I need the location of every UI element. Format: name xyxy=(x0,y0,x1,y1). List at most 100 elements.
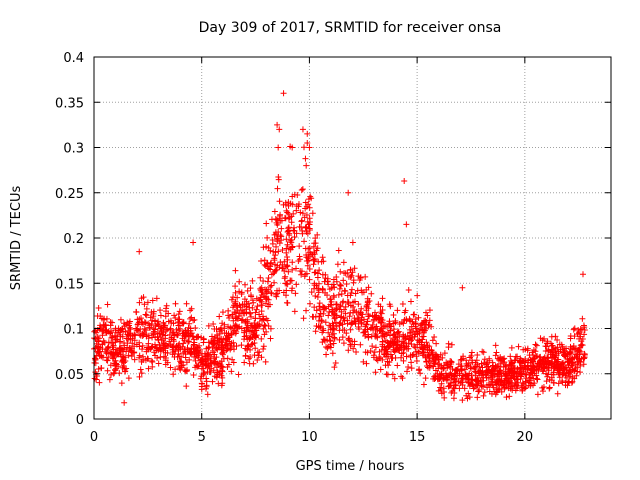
data-point xyxy=(209,344,216,351)
data-point xyxy=(301,144,308,151)
data-point xyxy=(241,336,248,343)
data-point xyxy=(319,303,326,310)
data-point xyxy=(289,259,296,266)
data-point xyxy=(518,360,525,367)
data-point xyxy=(372,330,379,337)
data-point xyxy=(448,359,455,366)
data-point xyxy=(175,316,182,323)
data-point xyxy=(172,366,179,373)
data-point xyxy=(407,318,414,325)
data-point xyxy=(139,353,146,360)
data-point xyxy=(347,326,354,333)
data-point xyxy=(539,388,546,395)
data-point xyxy=(143,305,150,312)
data-point xyxy=(498,382,505,389)
data-point xyxy=(274,236,281,243)
data-point xyxy=(198,386,205,393)
data-point xyxy=(272,216,279,223)
data-point xyxy=(439,354,446,361)
data-point xyxy=(312,269,319,276)
data-point xyxy=(350,345,357,352)
data-point xyxy=(463,357,470,364)
data-point xyxy=(109,339,116,346)
data-point xyxy=(560,349,567,356)
data-point xyxy=(232,283,239,290)
data-point xyxy=(475,368,482,375)
data-point xyxy=(131,349,138,356)
data-point xyxy=(459,284,466,291)
data-point xyxy=(358,320,365,327)
data-point xyxy=(258,335,265,342)
data-point xyxy=(287,238,294,245)
data-point xyxy=(208,365,215,372)
data-point xyxy=(236,323,243,330)
data-point xyxy=(343,330,350,337)
data-point xyxy=(144,299,151,306)
data-point xyxy=(548,333,555,340)
data-point xyxy=(376,315,383,322)
data-point xyxy=(423,309,430,316)
data-point xyxy=(263,243,270,250)
data-point xyxy=(239,307,246,314)
data-point xyxy=(283,280,290,287)
data-point xyxy=(102,321,109,328)
data-point xyxy=(262,322,269,329)
data-point xyxy=(420,381,427,388)
data-point xyxy=(426,362,433,369)
data-point xyxy=(234,315,241,322)
data-point xyxy=(341,287,348,294)
data-point xyxy=(303,162,310,169)
data-point xyxy=(285,215,292,222)
data-point xyxy=(315,317,322,324)
data-point xyxy=(260,244,267,251)
data-point xyxy=(145,355,152,362)
data-point xyxy=(264,234,271,241)
data-point xyxy=(200,370,207,377)
data-point xyxy=(265,275,272,282)
data-point xyxy=(488,378,495,385)
data-point xyxy=(186,356,193,363)
data-point xyxy=(340,277,347,284)
data-point xyxy=(194,363,201,370)
data-point xyxy=(456,385,463,392)
data-point xyxy=(310,261,317,268)
data-point xyxy=(231,302,238,309)
data-point xyxy=(316,313,323,320)
data-point xyxy=(141,301,148,308)
data-point xyxy=(324,278,331,285)
data-point xyxy=(464,395,471,402)
data-point xyxy=(155,360,162,367)
data-point xyxy=(276,240,283,247)
data-point xyxy=(288,219,295,226)
data-point xyxy=(361,316,368,323)
data-point xyxy=(106,376,113,383)
data-point xyxy=(136,373,143,380)
data-point xyxy=(108,335,115,342)
data-point xyxy=(329,350,336,357)
data-point xyxy=(300,315,307,322)
data-point xyxy=(162,308,169,315)
data-point xyxy=(256,297,263,304)
data-point xyxy=(332,359,339,366)
data-point xyxy=(443,376,450,383)
data-point xyxy=(549,351,556,358)
data-point xyxy=(253,327,260,334)
data-point xyxy=(379,338,386,345)
data-point xyxy=(391,375,398,382)
data-point xyxy=(377,355,384,362)
data-point xyxy=(339,334,346,341)
data-point xyxy=(306,204,313,211)
data-point xyxy=(284,209,291,216)
data-point xyxy=(512,387,519,394)
data-point xyxy=(229,313,236,320)
data-point xyxy=(426,353,433,360)
data-point xyxy=(371,349,378,356)
data-point xyxy=(105,328,112,335)
data-point xyxy=(101,315,108,322)
data-point xyxy=(228,331,235,338)
data-point xyxy=(275,248,282,255)
data-point xyxy=(496,385,503,392)
data-point xyxy=(103,329,110,336)
data-point xyxy=(196,342,203,349)
data-point xyxy=(365,334,372,341)
